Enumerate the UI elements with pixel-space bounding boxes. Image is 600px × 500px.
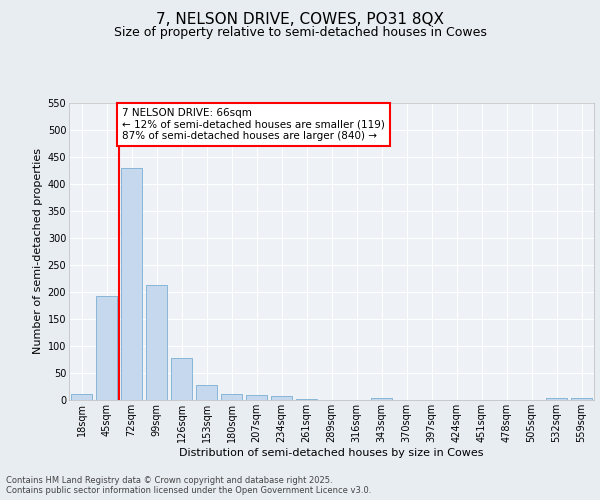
Text: Contains HM Land Registry data © Crown copyright and database right 2025.
Contai: Contains HM Land Registry data © Crown c… bbox=[6, 476, 371, 495]
Bar bbox=[271, 396, 292, 400]
Bar bbox=[71, 394, 92, 400]
Bar bbox=[571, 398, 592, 400]
Bar bbox=[221, 394, 242, 400]
Text: 7 NELSON DRIVE: 66sqm
← 12% of semi-detached houses are smaller (119)
87% of sem: 7 NELSON DRIVE: 66sqm ← 12% of semi-deta… bbox=[122, 108, 385, 141]
Bar bbox=[246, 394, 267, 400]
Bar bbox=[121, 168, 142, 400]
Text: Size of property relative to semi-detached houses in Cowes: Size of property relative to semi-detach… bbox=[113, 26, 487, 39]
Bar bbox=[371, 398, 392, 400]
Bar bbox=[96, 296, 117, 400]
Bar bbox=[196, 386, 217, 400]
Bar bbox=[171, 358, 192, 400]
Bar bbox=[546, 398, 567, 400]
X-axis label: Distribution of semi-detached houses by size in Cowes: Distribution of semi-detached houses by … bbox=[179, 448, 484, 458]
Y-axis label: Number of semi-detached properties: Number of semi-detached properties bbox=[34, 148, 43, 354]
Bar bbox=[146, 286, 167, 400]
Text: 7, NELSON DRIVE, COWES, PO31 8QX: 7, NELSON DRIVE, COWES, PO31 8QX bbox=[156, 12, 444, 28]
